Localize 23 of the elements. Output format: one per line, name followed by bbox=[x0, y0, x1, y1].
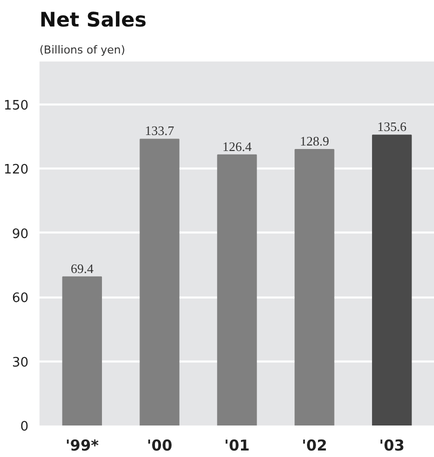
y-tick-label: 0 bbox=[20, 420, 29, 434]
bar bbox=[372, 134, 412, 426]
y-tick-label: 30 bbox=[12, 355, 29, 370]
data-label: 135.6 bbox=[377, 119, 408, 134]
bar bbox=[294, 149, 334, 426]
chart-subtitle: (Billions of yen) bbox=[40, 44, 126, 56]
y-tick-label: 150 bbox=[4, 98, 29, 114]
y-tick-label: 60 bbox=[12, 291, 29, 306]
data-label: 133.7 bbox=[144, 123, 175, 138]
x-tick-label: '99* bbox=[65, 436, 99, 454]
x-tick-label: '01 bbox=[224, 436, 250, 454]
data-label: 126.4 bbox=[222, 138, 252, 154]
x-tick-label: '03 bbox=[379, 436, 405, 454]
data-label: 69.4 bbox=[70, 260, 94, 276]
bar bbox=[62, 276, 102, 426]
bar bbox=[217, 154, 257, 426]
y-tick-label: 90 bbox=[12, 226, 29, 242]
chart-title: Net Sales bbox=[40, 8, 147, 32]
bar bbox=[140, 138, 180, 426]
x-tick-label: '02 bbox=[302, 436, 328, 454]
x-tick-label: '00 bbox=[146, 436, 172, 454]
data-label: 128.9 bbox=[300, 134, 330, 148]
y-tick-label: 120 bbox=[4, 162, 29, 178]
